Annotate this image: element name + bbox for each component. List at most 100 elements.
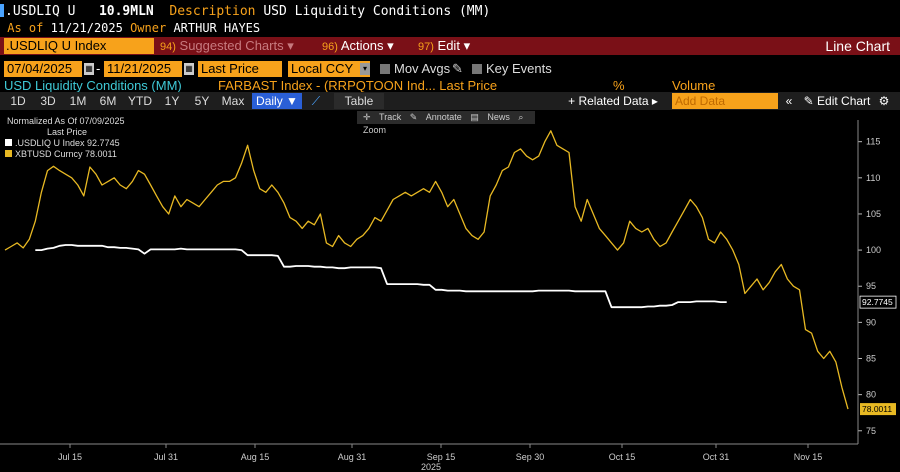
zoom-tool[interactable]: ⌕ Zoom xyxy=(363,112,524,135)
key-events-label: Key Events xyxy=(486,61,552,76)
add-data-input[interactable]: Add Data xyxy=(672,93,778,109)
period-ytd[interactable]: YTD xyxy=(128,94,152,108)
owner-label: Owner xyxy=(130,21,167,35)
collapse-icon[interactable]: « xyxy=(785,94,793,108)
y-tick-label: 115 xyxy=(866,137,880,147)
x-tick-label: Oct 15 xyxy=(609,452,636,462)
command-bar: .USDLIQ U Index 94) Suggested Charts ▾ 9… xyxy=(0,37,900,55)
period-1m[interactable]: 1M xyxy=(69,94,87,108)
cursor-marker xyxy=(0,4,4,17)
y-tick-label: 90 xyxy=(866,317,876,327)
x-tick-label: Jul 31 xyxy=(154,452,178,462)
header-value: 10.9MLN xyxy=(98,4,154,19)
calendar-icon[interactable]: ▦ xyxy=(184,63,194,75)
owner-value: ARTHUR HAYES xyxy=(173,21,261,35)
y-tick-label: 100 xyxy=(866,245,881,255)
legend-item-usdliq[interactable]: .USDLIQ U Index 92.7745 xyxy=(5,138,125,149)
legend-last: 78.0011 xyxy=(85,149,117,159)
x-tick-label: Oct 31 xyxy=(703,452,730,462)
chart-tools: ✛ Track ✎ Annotate ▤ News ⌕ Zoom xyxy=(357,111,535,135)
chevron-down-icon: ▾ xyxy=(463,38,471,53)
mov-avgs-checkbox[interactable] xyxy=(380,64,390,74)
track-tool[interactable]: ✛ Track xyxy=(363,112,402,122)
y-tick-label: 80 xyxy=(866,390,876,400)
last-value-labels: 92.7745 78.0011 xyxy=(859,295,897,416)
actions-menu[interactable]: 96) Actions ▾ xyxy=(322,38,394,54)
mov-avgs-label: Mov Avgs xyxy=(394,61,451,76)
legend-swatch xyxy=(5,139,12,146)
related-data-label: + Related Data xyxy=(568,94,649,108)
period-6m[interactable]: 6M xyxy=(99,94,117,108)
series-line-usdliq xyxy=(35,244,727,309)
suggested-charts-menu[interactable]: 94) Suggested Charts ▾ xyxy=(160,38,294,54)
y-tick-label: 85 xyxy=(866,354,876,364)
y-tick-label: 95 xyxy=(866,281,876,291)
period-1y[interactable]: 1Y xyxy=(164,94,180,108)
y-tick-label: 105 xyxy=(866,209,881,219)
last-value-box xyxy=(860,403,896,416)
calendar-icon[interactable]: ▦ xyxy=(84,63,94,75)
edit-num: 97) xyxy=(418,41,434,53)
related-data-button[interactable]: + Related Data ▸ xyxy=(568,94,658,108)
asof-line: As of 11/21/2025 Owner ARTHUR HAYES xyxy=(0,21,900,37)
subtitle-mid: FARBAST Index - (RRPQTOON Ind... Last Pr… xyxy=(218,78,498,93)
period-5y[interactable]: 5Y xyxy=(194,94,210,108)
y-axis: 75 80 85 90 95 100 105 110 115 xyxy=(857,120,881,444)
asof-label: As of xyxy=(7,21,44,35)
x-tick-label: Aug 31 xyxy=(338,452,367,462)
chart-legend: Normalized As Of 07/09/2025 Last Price .… xyxy=(5,116,125,160)
legend-name: .USDLIQ U Index xyxy=(15,138,85,148)
key-events-checkbox[interactable] xyxy=(472,64,482,74)
annotate-tool[interactable]: ✎ Annotate xyxy=(409,112,462,122)
description-value: USD Liquidity Conditions (MM) xyxy=(263,4,491,19)
legend-title: Normalized As Of 07/09/2025 xyxy=(7,116,125,126)
header-line: .USDLIQ U 10.9MLN Description USD Liquid… xyxy=(0,4,900,22)
annotate-label: Annotate xyxy=(425,112,462,122)
period-max[interactable]: Max xyxy=(221,94,245,108)
period-1d[interactable]: 1D xyxy=(10,94,26,108)
edit-menu[interactable]: 97) Edit ▾ xyxy=(418,38,470,54)
edit-chart-button[interactable]: ✎ Edit Chart xyxy=(803,94,871,108)
x-tick-label: Sep 15 xyxy=(427,452,456,462)
frequency-select[interactable]: Daily ▼ xyxy=(252,93,302,109)
x-axis: Jul 15 Jul 31 Aug 15 Aug 31 Sep 15 Sep 30 Oct … xyxy=(0,443,858,472)
start-date-input[interactable]: 07/04/2025 xyxy=(4,61,82,77)
chevron-down-icon: ▾ xyxy=(387,38,394,53)
subtitle-pct: % xyxy=(613,78,625,93)
ticker-input[interactable]: .USDLIQ U Index xyxy=(4,38,154,54)
y-tick-label: 75 xyxy=(866,426,876,436)
legend-item-xbt[interactable]: XBTUSD Curncy 78.0011 xyxy=(5,149,125,160)
suggested-label: Suggested Charts xyxy=(179,38,284,53)
subtitle-left: USD Liquidity Conditions (MM) xyxy=(4,78,182,93)
y-tick-label: 110 xyxy=(866,173,880,183)
chart-type-label[interactable]: Line Chart xyxy=(825,38,890,54)
end-date-input[interactable]: 11/21/2025 xyxy=(104,61,182,77)
field-select[interactable]: Last Price xyxy=(198,61,282,77)
x-tick-label: Aug 15 xyxy=(241,452,270,462)
legend-name: XBTUSD Curncy xyxy=(15,149,83,159)
track-label: Track xyxy=(379,112,402,122)
period-bar: 1D 3D 1M 6M YTD 1Y 5Y Max Daily ▼ ⟋ Tabl… xyxy=(0,92,900,110)
chevron-down-icon[interactable]: ▾ xyxy=(360,63,370,75)
options-bar: 07/04/2025 ▦ - 11/21/2025 ▦ Last Price L… xyxy=(0,60,900,78)
gear-icon[interactable]: ⚙ xyxy=(878,94,890,108)
last-value-label: 92.7745 xyxy=(862,297,893,307)
period-3d[interactable]: 3D xyxy=(40,94,56,108)
line-chart-icon[interactable]: ⟋ xyxy=(311,94,321,108)
chart-area[interactable]: Jul 15 Jul 31 Aug 15 Aug 31 Sep 15 Sep 30 Oct … xyxy=(0,110,900,472)
x-tick-label: Jul 15 xyxy=(58,452,82,462)
news-tool[interactable]: ▤ News xyxy=(470,112,510,122)
asof-date: 11/21/2025 xyxy=(50,21,123,35)
pencil-icon[interactable]: ✎ xyxy=(452,61,463,76)
date-separator: - xyxy=(96,61,101,76)
legend-swatch xyxy=(5,150,12,157)
x-tick-label: Sep 30 xyxy=(516,452,545,462)
edit-chart-label: Edit Chart xyxy=(817,94,871,108)
table-button[interactable]: Table xyxy=(334,93,384,109)
legend-subtitle: Last Price xyxy=(47,127,88,137)
currency-select[interactable]: Local CCY xyxy=(288,61,370,77)
subtitle-line: USD Liquidity Conditions (MM) FARBAST In… xyxy=(0,78,900,93)
news-label: News xyxy=(487,112,510,122)
frequency-label: Daily xyxy=(256,94,283,108)
last-value-box xyxy=(859,295,897,309)
